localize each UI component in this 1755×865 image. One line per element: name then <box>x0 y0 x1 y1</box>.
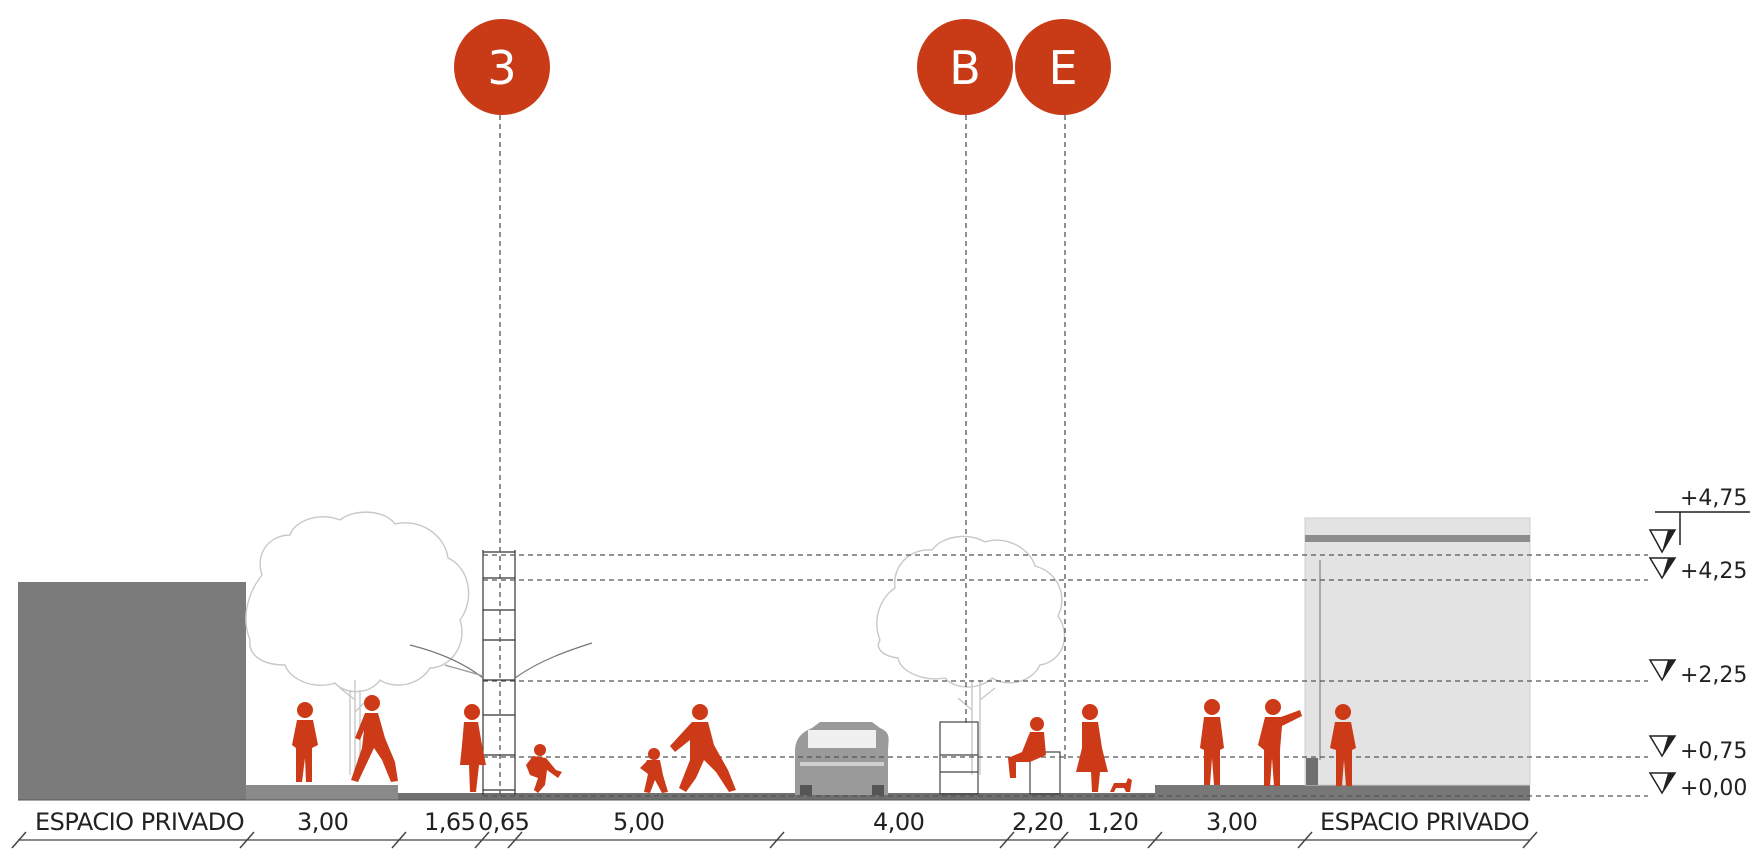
dimension-label: 4,00 <box>873 808 924 836</box>
shelter-bollard <box>1306 758 1318 785</box>
level-label: +4,25 <box>1680 559 1747 584</box>
person-icon <box>526 744 562 793</box>
left-building <box>18 582 246 800</box>
marker-3: 3 <box>454 19 550 115</box>
car-icon <box>795 722 889 795</box>
marker-b-label: B <box>949 41 981 95</box>
dimension-label: 2,20 <box>1012 808 1063 836</box>
right-sidewalk <box>1155 785 1530 800</box>
level-label: +4,75 <box>1680 486 1747 511</box>
level-label: +0,75 <box>1680 739 1747 764</box>
level-marker-icon <box>1648 772 1677 795</box>
guide-lines <box>483 115 1648 797</box>
dog-icon <box>1110 778 1132 792</box>
shelter-roof-band <box>1305 535 1530 542</box>
person-icon <box>292 702 318 782</box>
dimension-ticks <box>11 831 1538 849</box>
person-icon <box>1008 717 1046 778</box>
dimension-label: 1,20 <box>1087 808 1138 836</box>
level-marker-icon <box>1648 529 1677 554</box>
person-icon <box>1076 704 1108 792</box>
person-icon <box>640 748 668 793</box>
lamp-post-icon <box>409 550 593 795</box>
level-marker-icon <box>1648 659 1677 682</box>
person-icon <box>1258 699 1302 786</box>
dimension-label: 3,00 <box>297 808 348 836</box>
person-icon <box>1330 704 1356 786</box>
person-icon <box>670 704 736 792</box>
dimension-label: 1,65 <box>424 808 475 836</box>
level-marker-icon <box>1648 557 1677 580</box>
left-sidewalk <box>246 785 398 800</box>
level-label: +0,00 <box>1680 776 1747 801</box>
person-icon <box>1200 699 1224 785</box>
tree-icon <box>876 535 1066 775</box>
bench-structure <box>939 721 1061 795</box>
dimension-label: ESPACIO PRIVADO <box>35 808 244 836</box>
marker-e-label: E <box>1048 41 1077 95</box>
dimension-label: ESPACIO PRIVADO <box>1320 808 1529 836</box>
person-icon <box>460 704 486 792</box>
dimension-label: 0,65 <box>478 808 529 836</box>
person-icon <box>351 695 398 782</box>
dimension-label: 3,00 <box>1206 808 1257 836</box>
marker-e: E <box>1015 19 1111 115</box>
level-label: +2,25 <box>1680 663 1747 688</box>
marker-b: B <box>917 19 1013 115</box>
marker-3-label: 3 <box>487 41 516 95</box>
dimension-label: 5,00 <box>613 808 664 836</box>
level-marker-icon <box>1648 735 1677 758</box>
